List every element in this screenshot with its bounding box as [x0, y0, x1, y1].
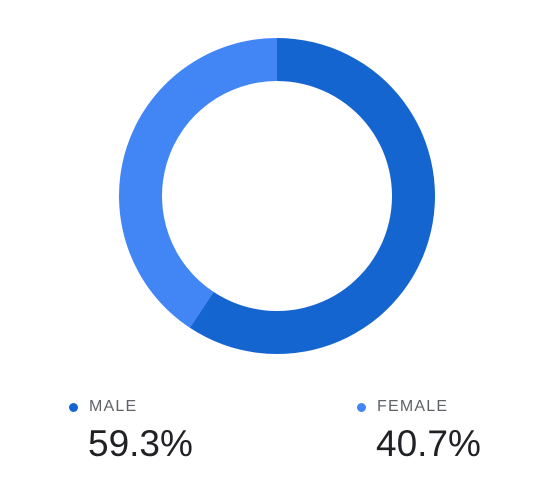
donut-chart: [118, 38, 435, 354]
legend-swatch-male: [69, 402, 78, 412]
donut-slice-male: [189, 38, 435, 354]
legend-swatch-female: [357, 402, 366, 412]
legend-value-male: 59.3%: [88, 423, 193, 464]
legend-value-female: 40.7%: [376, 423, 481, 464]
legend-item-male: MALE 59.3%: [69, 396, 193, 465]
legend-label-male: MALE: [89, 398, 138, 415]
legend-label-female: FEMALE: [377, 398, 449, 415]
donut-slice-female: [118, 38, 278, 328]
legend-item-female: FEMALE 40.7%: [357, 396, 481, 465]
